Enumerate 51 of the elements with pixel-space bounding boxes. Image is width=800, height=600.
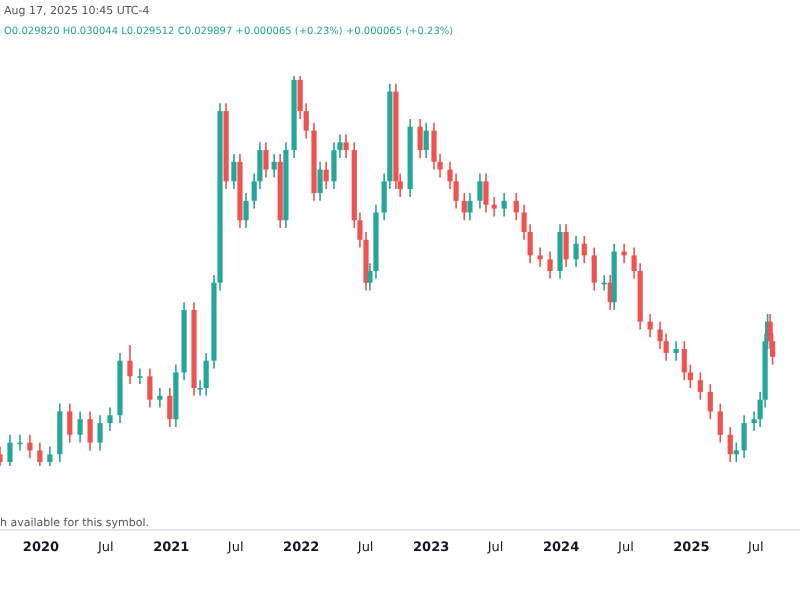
candlestick: [167, 387, 173, 428]
candlestick: [343, 133, 349, 159]
candlestick: [77, 410, 83, 444]
candlestick: [27, 434, 33, 459]
candlestick: [157, 387, 163, 409]
candlestick: [127, 344, 133, 385]
candlestick: [483, 172, 489, 214]
candlestick: [461, 192, 467, 222]
candlestick: [581, 235, 587, 264]
candlestick: [741, 414, 747, 459]
candlestick: [717, 402, 723, 444]
candlestick: [673, 340, 679, 362]
candlestick: [491, 196, 497, 218]
candlestick: [501, 192, 507, 218]
candlestick: [173, 363, 179, 428]
candlestick: [563, 223, 569, 268]
candlestick: [323, 161, 329, 190]
candlestick: [727, 426, 733, 463]
candlestick: [591, 246, 597, 292]
candlestick: [97, 414, 103, 452]
candlestick: [147, 367, 153, 409]
candlestick: [263, 141, 269, 179]
candlestick: [203, 352, 209, 397]
candlestick: [557, 223, 563, 280]
candlestick: [7, 434, 13, 467]
candlestick: [107, 406, 113, 432]
candlestick: [547, 250, 553, 280]
candlestick: [681, 340, 687, 381]
candlestick: [467, 192, 473, 222]
candlestick: [733, 441, 739, 463]
candlestick: [87, 410, 93, 452]
candlestick: [47, 445, 53, 467]
candlestick: [37, 441, 43, 467]
candlestick: [707, 383, 713, 420]
candlestick: [431, 122, 437, 171]
candlestick: [57, 402, 63, 463]
candlestick: [477, 172, 483, 210]
candlestick: [317, 161, 323, 202]
candlestick: [271, 153, 277, 179]
candlestick: [573, 235, 579, 268]
candlestick: [417, 118, 423, 159]
candlestick: [423, 122, 429, 159]
candlestick: [647, 313, 653, 339]
candlestick: [137, 367, 143, 385]
candlestick: [243, 192, 249, 229]
candlestick: [513, 192, 519, 222]
candlestick: [331, 141, 337, 190]
candlestick: [697, 371, 703, 401]
candlestick: [231, 153, 237, 190]
candlestick: [537, 246, 543, 268]
candlestick: [67, 402, 73, 444]
